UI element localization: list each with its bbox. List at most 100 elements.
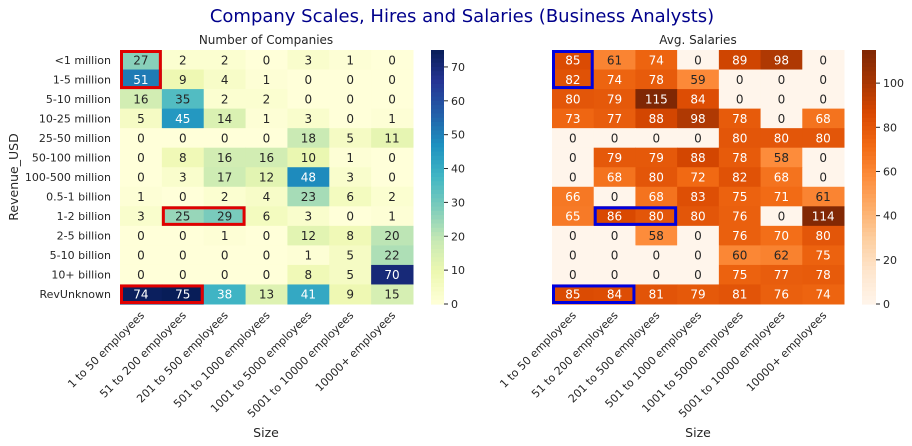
cell-value-label: 2 <box>388 190 396 204</box>
heatmap-cell <box>677 50 720 71</box>
cell-value-label: 14 <box>217 112 232 126</box>
heatmap-cell <box>760 284 803 305</box>
cell-value-label: 0 <box>569 151 577 165</box>
colorbar-segment <box>862 105 876 110</box>
cell-value-label: 9 <box>179 73 187 87</box>
cell-value-label: 75 <box>175 288 190 302</box>
colorbar-segment <box>431 244 444 250</box>
cell-value-label: 12 <box>301 229 316 243</box>
cell-value-label: 86 <box>607 210 622 224</box>
colorbar-segment <box>431 261 444 267</box>
colorbar-segment <box>862 202 876 208</box>
colorbar-segment <box>431 193 444 199</box>
cell-value-label: 61 <box>816 190 831 204</box>
cell-value-label: 70 <box>384 268 399 282</box>
cell-value-label: 74 <box>133 288 148 302</box>
heatmap-cells: 85 61 74 0 89 98 0 82 74 78 59 0 0 0 80 79 115 84 0 0 0 73 77 8… <box>552 50 845 305</box>
colorbar-segment <box>431 206 444 212</box>
cell-value-label: 0 <box>778 112 786 126</box>
cell-value-label: 8 <box>346 229 354 243</box>
heatmap-cells: 27 2 2 0 3 1 051 9 4 1 0 0 016 35 2 2 0 0 05 45 14 1 3 0 10 0 0 0 18… <box>120 50 414 305</box>
colorbar-segment <box>862 71 876 76</box>
heatmap-cell <box>203 89 247 110</box>
heatmap-cell <box>329 108 372 129</box>
cell-value-label: 0 <box>694 53 702 67</box>
heatmap-cell <box>203 108 247 129</box>
cell-value-label: 0 <box>179 229 187 243</box>
cell-value-label: 3 <box>137 210 145 224</box>
heatmap-cell <box>593 108 636 129</box>
heatmap-cell <box>677 69 720 90</box>
highlight-box <box>552 284 636 305</box>
colorbar-segment <box>431 143 444 148</box>
colorbar-segment <box>862 79 876 85</box>
cell-value-label: 0 <box>778 210 786 224</box>
heatmap-cell <box>552 108 595 129</box>
heatmap-cell <box>718 206 762 227</box>
colorbar-segment <box>431 181 444 187</box>
heatmap-cell <box>245 225 288 246</box>
cell-value-label: 2 <box>179 53 187 67</box>
colorbar-segment <box>431 130 444 136</box>
cell-value-label: 0 <box>221 249 229 263</box>
heatmap-cell <box>245 186 288 207</box>
colorbar-segment <box>431 236 444 242</box>
heatmap-cell <box>718 147 762 168</box>
cell-value-label: 0 <box>137 229 145 243</box>
heatmap-cell <box>718 108 762 129</box>
heatmap-cell <box>718 69 762 90</box>
colorbar-segment <box>431 71 444 76</box>
colorbar-segment <box>431 160 444 165</box>
colorbar-segment <box>862 177 876 182</box>
cell-value-label: 5 <box>137 112 145 126</box>
heatmap-cell <box>677 128 720 149</box>
heatmap-cell <box>635 264 678 285</box>
heatmap-cell <box>677 264 720 285</box>
heatmap-cell <box>802 245 845 266</box>
colorbar-segment <box>431 54 444 60</box>
cell-value-label: 0 <box>611 268 619 282</box>
cell-value-label: 0 <box>263 229 271 243</box>
cell-value-label: 80 <box>649 210 664 224</box>
y-tick-labels: <1 million 1-5 million 5-10 million 10-25 m… <box>25 54 111 301</box>
heatmap-cell <box>802 284 845 305</box>
cell-value-label: 0 <box>137 249 145 263</box>
cell-value-label: 1 <box>346 151 354 165</box>
heatmap-cell <box>371 89 414 110</box>
y-tick-label: 2-5 billion <box>57 230 111 243</box>
heatmap-cell <box>677 245 720 266</box>
colorbar-segment <box>431 58 444 64</box>
colorbar-segment <box>431 66 444 72</box>
colorbar-segment <box>862 109 876 115</box>
colorbar-segment <box>431 113 444 119</box>
heatmap-cell <box>802 264 845 285</box>
heatmap-cell <box>718 167 762 188</box>
cell-value-label: 0 <box>221 268 229 282</box>
cell-value-label: 3 <box>305 53 313 67</box>
colorbar-segment <box>431 295 444 301</box>
cell-value-label: 41 <box>301 288 316 302</box>
cell-value-label: 76 <box>732 210 747 224</box>
cell-value-label: 78 <box>732 151 747 165</box>
heatmap-cell <box>593 50 636 71</box>
cell-value-label: 0 <box>346 92 354 106</box>
cell-value-label: 82 <box>565 73 580 87</box>
heatmap-cell <box>329 167 372 188</box>
heatmap-cell <box>593 128 636 149</box>
cell-value-label: 98 <box>774 53 789 67</box>
colorbar: 0 10 20 30 40 50 60 70 <box>431 50 465 311</box>
cell-value-label: 12 <box>259 171 274 185</box>
cell-value-label: 0 <box>346 210 354 224</box>
cell-value-label: 8 <box>179 151 187 165</box>
colorbar-segment <box>862 54 876 60</box>
cell-value-label: 16 <box>217 151 232 165</box>
colorbar-segment <box>431 172 444 178</box>
heatmap-cell <box>120 264 163 285</box>
heatmap-cell <box>802 147 845 168</box>
cell-value-label: 0 <box>819 73 827 87</box>
cell-value-label: 84 <box>607 288 622 302</box>
cell-value-label: 68 <box>607 171 622 185</box>
cell-value-label: 75 <box>732 268 747 282</box>
colorbar-segment <box>431 134 444 140</box>
heatmap-cell <box>760 186 803 207</box>
